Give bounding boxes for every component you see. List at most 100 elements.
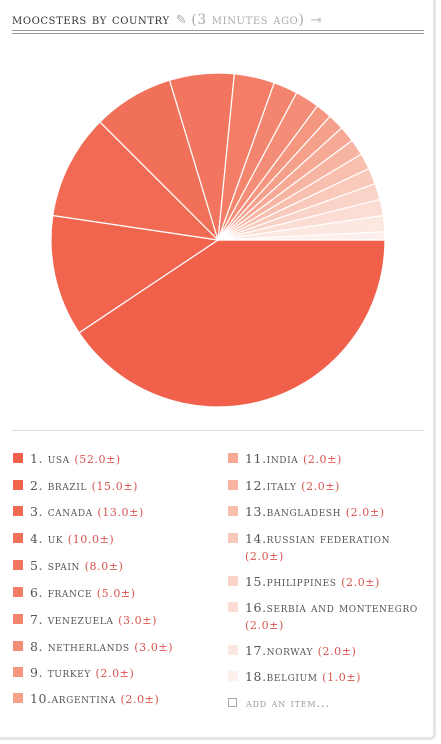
legend-swatch xyxy=(228,533,238,543)
legend-value: (2.0±) xyxy=(95,667,135,680)
pie-slice-brazil[interactable] xyxy=(50,214,220,334)
legend-value: (3.0±) xyxy=(134,641,174,654)
legend-item[interactable]: 18.BELGIUM (1.0±) xyxy=(228,668,418,686)
legend-item[interactable]: 4. UK (10.0±) xyxy=(13,530,213,548)
pie-slice-canada[interactable] xyxy=(52,121,220,241)
legend-swatch xyxy=(13,560,23,570)
legend-item[interactable]: 3. CANADA (13.0±) xyxy=(13,503,213,521)
pencil-icon[interactable]: ✎ xyxy=(175,12,188,28)
legend-item[interactable]: 10.ARGENTINA (2.0±) xyxy=(13,690,213,708)
legend-item[interactable]: 6. FRANCE (5.0±) xyxy=(13,584,213,602)
legend-label: 7. VENEZUELA xyxy=(30,612,119,627)
legend-text: 12.ITALY (2.0±) xyxy=(228,477,418,495)
legend-item[interactable]: 13.BANGLADESH (2.0±) xyxy=(228,503,418,521)
legend-text: 6. FRANCE (5.0±) xyxy=(13,584,213,602)
legend-swatch xyxy=(228,506,238,516)
pie-slice-belgium[interactable] xyxy=(217,231,386,241)
legend-item[interactable]: 15.PHILIPPINES (2.0±) xyxy=(228,573,418,591)
legend-value: (2.0±) xyxy=(302,453,342,466)
checkbox-icon[interactable] xyxy=(228,698,237,707)
legend-text: 9. TURKEY (2.0±) xyxy=(13,664,213,682)
legend-value: (52.0±) xyxy=(74,453,121,466)
legend-label: 14.RUSSIAN FEDERATION xyxy=(245,531,391,546)
updated-time: (3 MINUTES AGO) xyxy=(191,12,305,28)
legend-label: 16.SERBIA AND MONTENEGRO xyxy=(245,600,418,615)
widget-title: MOOCSTERS BY COUNTRY xyxy=(12,12,170,28)
legend-value: (10.0±) xyxy=(67,533,115,546)
legend-item[interactable]: 9. TURKEY (2.0±) xyxy=(13,664,213,682)
legend-swatch xyxy=(228,645,238,655)
legend-label: 9. TURKEY xyxy=(30,665,96,680)
legend-value: (5.0±) xyxy=(96,587,136,600)
legend-label: 10.ARGENTINA xyxy=(30,691,121,706)
legend-label: 2. BRAZIL xyxy=(30,478,92,493)
legend-label: 15.PHILIPPINES xyxy=(245,574,342,589)
legend-swatch xyxy=(13,533,23,543)
legend-swatch xyxy=(13,480,23,490)
legend-swatch xyxy=(13,693,23,703)
pie-chart xyxy=(50,72,386,408)
legend-swatch xyxy=(228,576,238,586)
legend-divider xyxy=(12,430,424,431)
legend-value: (2.0±) xyxy=(341,576,381,589)
legend-item[interactable]: 17.NORWAY (2.0±) xyxy=(228,642,418,660)
legend-label: 8. NETHERLANDS xyxy=(30,639,135,654)
legend-label: 6. FRANCE xyxy=(30,585,97,600)
legend-label: 1. USA xyxy=(30,451,75,466)
header-rule-bottom xyxy=(12,33,424,34)
legend-item[interactable]: 5. SPAIN (8.0±) xyxy=(13,557,213,575)
legend-value: (2.0±) xyxy=(245,550,284,563)
legend-text: 10.ARGENTINA (2.0±) xyxy=(13,690,213,708)
legend-item[interactable]: 1. USA (52.0±) xyxy=(13,450,213,468)
legend-value: (15.0±) xyxy=(91,480,139,493)
legend-value: (2.0±) xyxy=(120,693,160,706)
legend-item[interactable]: 2. BRAZIL (15.0±) xyxy=(13,477,213,495)
legend-value: (2.0±) xyxy=(317,645,357,658)
legend-value: (13.0±) xyxy=(97,506,144,519)
legend-value: (3.0±) xyxy=(118,614,157,627)
legend-item[interactable]: 12.ITALY (2.0±) xyxy=(228,477,418,495)
legend-swatch xyxy=(228,671,238,681)
legend-item[interactable]: 14.RUSSIAN FEDERATION (2.0±) xyxy=(228,530,418,565)
legend-value: (2.0±) xyxy=(345,506,385,519)
legend-swatch xyxy=(13,587,23,597)
export-icon[interactable]: ⇥ xyxy=(310,12,323,28)
legend-label: 13.BANGLADESH xyxy=(245,504,346,519)
legend-swatch xyxy=(13,453,23,463)
legend-text: 15.PHILIPPINES (2.0±) xyxy=(228,573,418,591)
legend-text: 13.BANGLADESH (2.0±) xyxy=(228,503,418,521)
legend-value: (2.0±) xyxy=(245,619,284,632)
legend-value: (8.0±) xyxy=(84,560,124,573)
widget-header: MOOCSTERS BY COUNTRY ✎ (3 MINUTES AGO) ⇥ xyxy=(12,8,424,32)
legend-value: (1.0±) xyxy=(322,671,362,684)
legend-text: 18.BELGIUM (1.0±) xyxy=(228,668,418,686)
legend-item[interactable]: 11.INDIA (2.0±) xyxy=(228,450,418,468)
legend-text: 14.RUSSIAN FEDERATION (2.0±) xyxy=(228,530,418,565)
add-item-label: ADD AN ITEM... xyxy=(246,696,331,710)
legend-item[interactable]: 16.SERBIA AND MONTENEGRO (2.0±) xyxy=(228,599,418,634)
legend-swatch xyxy=(228,602,238,612)
add-item-button[interactable]: ADD AN ITEM... xyxy=(228,695,330,712)
legend-label: 5. SPAIN xyxy=(30,558,85,573)
legend-swatch xyxy=(13,506,23,516)
legend-label: 18.BELGIUM xyxy=(245,669,323,684)
legend-text: 16.SERBIA AND MONTENEGRO (2.0±) xyxy=(228,599,418,634)
legend-item[interactable]: 7. VENEZUELA (3.0±) xyxy=(13,611,213,629)
legend-text: 7. VENEZUELA (3.0±) xyxy=(13,611,213,629)
legend-value: (2.0±) xyxy=(301,480,341,493)
legend-swatch xyxy=(13,614,23,624)
legend-item[interactable]: 8. NETHERLANDS (3.0±) xyxy=(13,638,213,656)
legend-text: 2. BRAZIL (15.0±) xyxy=(13,477,213,495)
legend-label: 11.INDIA xyxy=(245,451,303,466)
legend-swatch xyxy=(13,641,23,651)
legend-text: 5. SPAIN (8.0±) xyxy=(13,557,213,575)
legend-swatch xyxy=(13,667,23,677)
legend-text: 11.INDIA (2.0±) xyxy=(228,450,418,468)
legend-text: 8. NETHERLANDS (3.0±) xyxy=(13,638,213,656)
legend-text: 1. USA (52.0±) xyxy=(13,450,213,468)
header-rule-top xyxy=(12,30,424,31)
legend-text: 4. UK (10.0±) xyxy=(13,530,213,548)
legend-swatch xyxy=(228,480,238,490)
legend-label: 4. UK xyxy=(30,531,68,546)
